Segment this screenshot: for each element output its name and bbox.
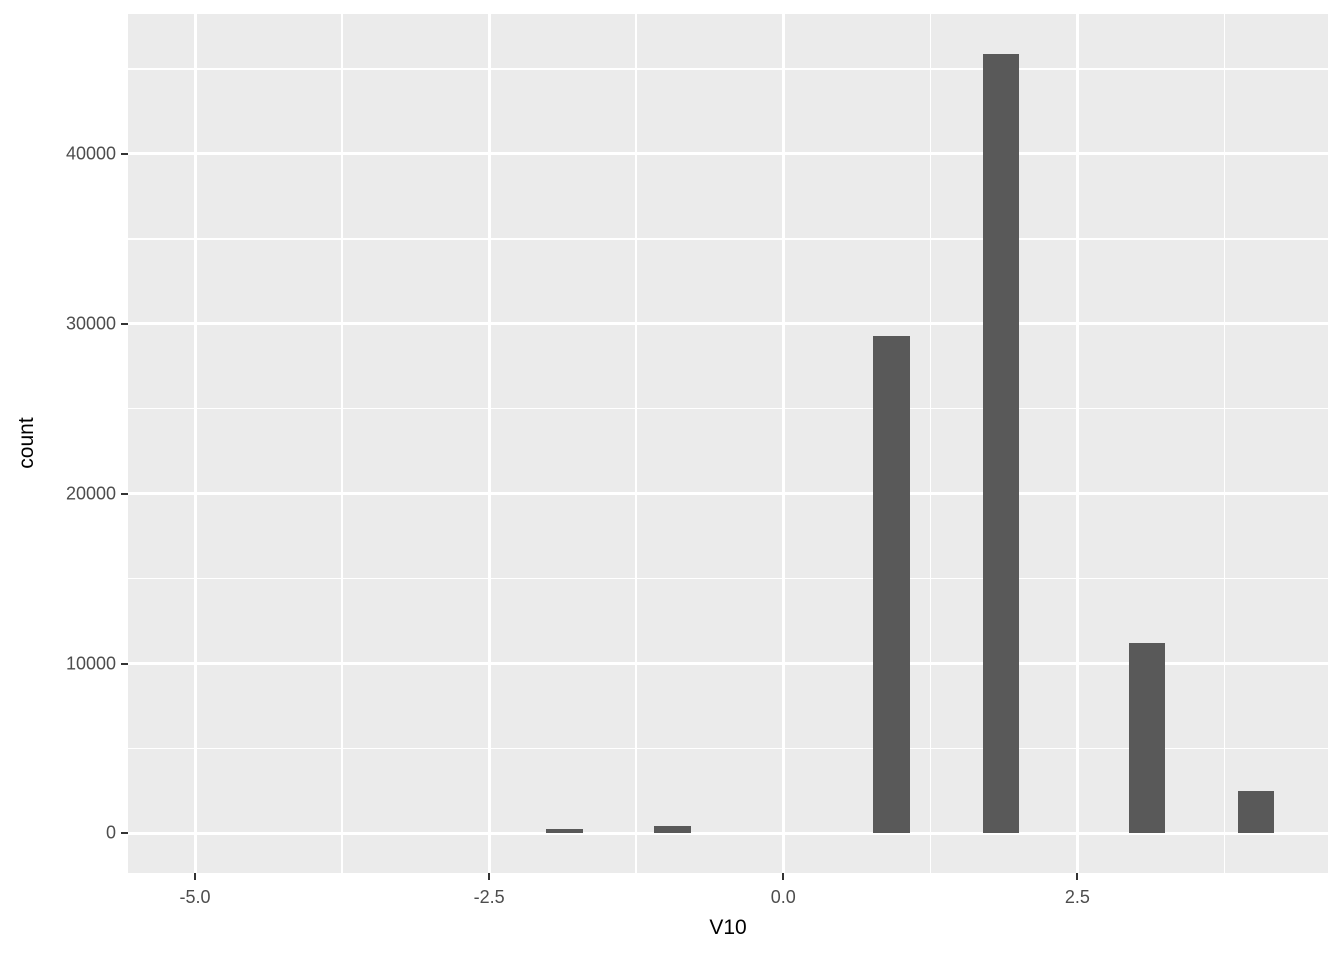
y-minor-gridline bbox=[128, 747, 1328, 750]
histogram-bar bbox=[654, 826, 691, 834]
x-tick-label: -5.0 bbox=[179, 887, 211, 907]
y-axis-title: count bbox=[15, 417, 38, 469]
x-tick-mark bbox=[194, 873, 197, 880]
y-major-gridline bbox=[128, 322, 1328, 326]
y-tick-label: 0 bbox=[105, 822, 116, 843]
y-tick-label: 10000 bbox=[65, 653, 116, 674]
x-tick-mark bbox=[1076, 873, 1079, 880]
histogram-bar bbox=[873, 335, 910, 834]
x-major-gridline bbox=[1075, 14, 1079, 873]
y-tick-label: 20000 bbox=[65, 483, 116, 504]
histogram-bar bbox=[546, 829, 583, 834]
x-tick-label: -2.5 bbox=[473, 887, 505, 907]
y-major-gridline bbox=[128, 831, 1328, 835]
x-tick-mark bbox=[488, 873, 491, 880]
y-minor-gridline bbox=[128, 68, 1328, 70]
y-major-gridline bbox=[128, 492, 1328, 496]
x-minor-gridline bbox=[635, 14, 637, 873]
y-minor-gridline bbox=[128, 577, 1328, 580]
x-axis-title: V10 bbox=[709, 916, 747, 939]
y-tick-mark bbox=[121, 152, 128, 155]
y-major-gridline bbox=[128, 662, 1328, 666]
x-minor-gridline bbox=[1223, 14, 1226, 873]
x-major-gridline bbox=[193, 14, 197, 873]
histogram-bar bbox=[982, 53, 1020, 834]
x-tick-mark bbox=[782, 873, 785, 880]
y-tick-label: 40000 bbox=[65, 143, 116, 164]
x-major-gridline bbox=[487, 14, 491, 873]
y-tick-mark bbox=[121, 832, 128, 835]
y-minor-gridline bbox=[128, 407, 1328, 410]
y-tick-mark bbox=[121, 492, 128, 495]
plot-panel bbox=[128, 14, 1328, 873]
x-minor-gridline bbox=[341, 14, 343, 873]
y-major-gridline bbox=[128, 152, 1328, 156]
x-tick-label: 0.0 bbox=[770, 887, 796, 907]
x-major-gridline bbox=[781, 14, 785, 873]
x-tick-label: 2.5 bbox=[1064, 887, 1090, 907]
histogram-bar bbox=[1128, 643, 1166, 834]
y-tick-mark bbox=[121, 322, 128, 325]
x-minor-gridline bbox=[929, 14, 932, 873]
y-tick-mark bbox=[121, 662, 128, 665]
histogram-bar bbox=[1238, 790, 1275, 834]
y-tick-label: 30000 bbox=[65, 313, 116, 334]
y-minor-gridline bbox=[128, 238, 1328, 240]
